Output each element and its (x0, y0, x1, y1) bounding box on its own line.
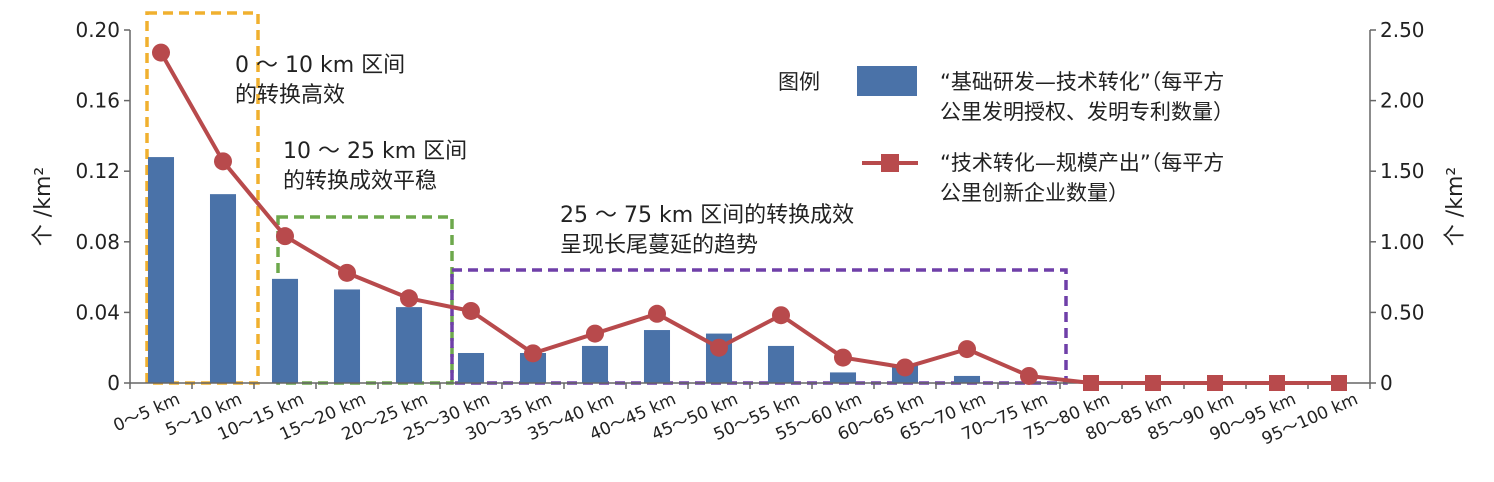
line-point (710, 338, 728, 357)
line-point (338, 263, 356, 282)
right-tick-label: 0 (1380, 371, 1393, 395)
line-point (462, 301, 480, 320)
legend-bar-label: 公里发明授权、发明专利数量） (940, 100, 1234, 124)
bar (333, 289, 361, 383)
left-tick-label: 0.12 (75, 159, 120, 183)
bar (767, 345, 795, 383)
bar (395, 307, 423, 383)
right-tick-label: 0.50 (1380, 300, 1425, 324)
bar (457, 352, 485, 383)
annotation-text: 0 ～ 10 km 区间 (235, 53, 405, 78)
legend-title: 图例 (778, 70, 820, 94)
line-path (159, 51, 1339, 385)
annotation-text: 的转换成效平稳 (283, 169, 437, 194)
legend-bar-label: “基础研发—技术转化”（每平方 (940, 70, 1224, 94)
bar (953, 375, 981, 383)
line-point (524, 344, 542, 363)
left-axis-title: 个 /km² (31, 167, 56, 246)
left-tick-label: 0.20 (75, 18, 120, 42)
line-point (1020, 366, 1038, 385)
line-point (896, 358, 914, 377)
line-point (1083, 375, 1099, 391)
line-point (1207, 375, 1223, 391)
line-point (586, 324, 604, 343)
right-tick-label: 2.50 (1380, 18, 1425, 42)
legend-bar-swatch (857, 66, 917, 96)
bar (209, 194, 237, 383)
line-point (772, 306, 790, 325)
line-series (152, 43, 1347, 391)
left-tick-label: 0.04 (75, 300, 120, 324)
bar (147, 157, 175, 383)
right-tick-label: 1.00 (1380, 230, 1425, 254)
legend-line-label: “技术转化—规模产出”（每平方 (940, 151, 1224, 175)
bar (829, 372, 857, 383)
bar (271, 278, 299, 383)
line-point (152, 43, 170, 62)
right-tick-label: 1.50 (1380, 159, 1425, 183)
annotation-text: 呈现长尾蔓延的趋势 (560, 233, 758, 258)
left-tick-label: 0 (107, 371, 120, 395)
line-point (648, 304, 666, 323)
right-axis-title: 个 /km² (1443, 167, 1468, 246)
right-tick-label: 2.00 (1380, 89, 1425, 113)
legend-line-label: 公里创新企业数量） (940, 181, 1129, 205)
line-point (958, 340, 976, 359)
line-point (276, 227, 294, 246)
line-point (834, 348, 852, 367)
legend-line-marker (881, 154, 899, 172)
bar (643, 330, 671, 383)
line-point (400, 289, 418, 308)
line-point (1145, 375, 1161, 391)
line-point (1269, 375, 1285, 391)
annotation-text: 25 ～ 75 km 区间的转换成效 (560, 203, 854, 228)
line-point (1331, 375, 1347, 391)
annotation-text: 的转换高效 (235, 83, 345, 108)
annotation-text: 10 ～ 25 km 区间 (283, 139, 467, 164)
line-point (214, 152, 232, 171)
bar-series (147, 157, 981, 383)
left-tick-label: 0.16 (75, 89, 120, 113)
bar (581, 345, 609, 383)
left-tick-label: 0.08 (75, 230, 120, 254)
